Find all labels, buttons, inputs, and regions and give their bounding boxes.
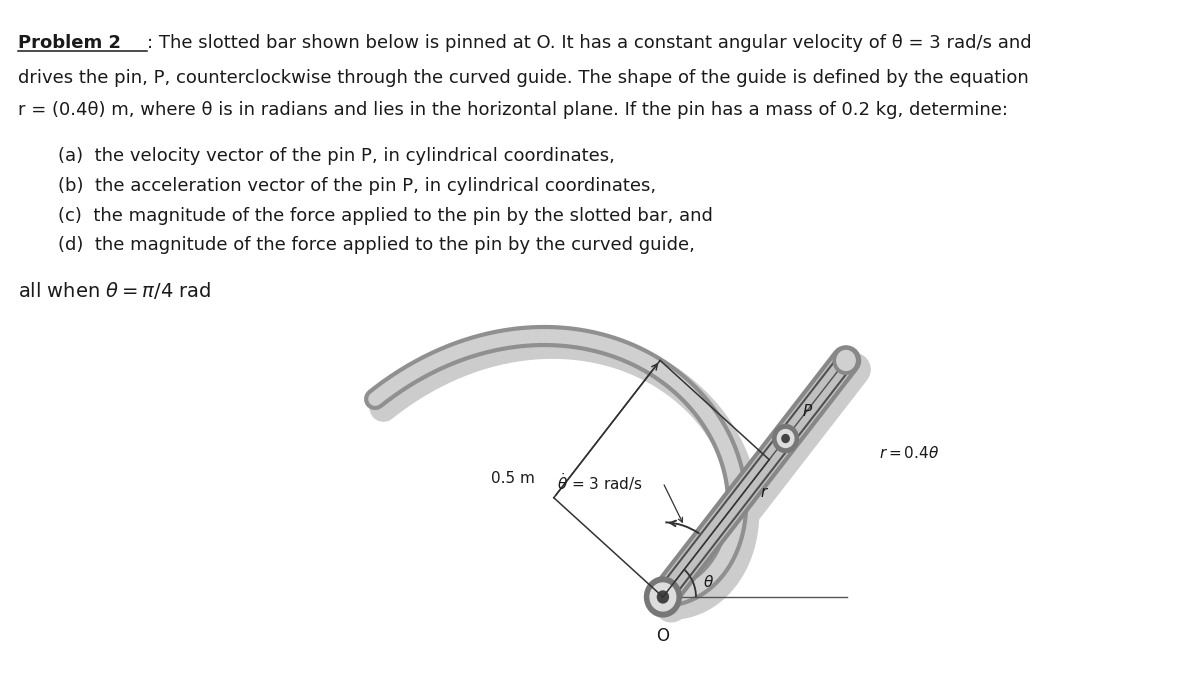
Circle shape (658, 591, 668, 603)
Text: 0.5 m: 0.5 m (491, 471, 534, 486)
Text: $r$: $r$ (760, 485, 769, 500)
Text: O: O (656, 627, 670, 645)
Circle shape (833, 347, 859, 374)
Text: (b)  the acceleration vector of the pin P, in cylindrical coordinates,: (b) the acceleration vector of the pin P… (59, 177, 656, 195)
Circle shape (773, 424, 798, 453)
Text: r = (0.4θ) m, where θ is in radians and lies in the horizontal plane. If the pin: r = (0.4θ) m, where θ is in radians and … (18, 101, 1008, 119)
Text: : The slotted bar shown below is pinned at O. It has a constant angular velocity: : The slotted bar shown below is pinned … (146, 34, 1031, 52)
Circle shape (836, 350, 856, 370)
Circle shape (644, 577, 682, 617)
Text: (a)  the velocity vector of the pin P, in cylindrical coordinates,: (a) the velocity vector of the pin P, in… (59, 147, 616, 165)
Text: all when $\theta = \pi/4$ rad: all when $\theta = \pi/4$ rad (18, 280, 211, 301)
Circle shape (782, 435, 790, 442)
Text: (d)  the magnitude of the force applied to the pin by the curved guide,: (d) the magnitude of the force applied t… (59, 237, 695, 255)
Text: Problem 2: Problem 2 (18, 34, 121, 52)
Circle shape (778, 429, 794, 447)
Text: drives the pin, P, counterclockwise through the curved guide. The shape of the g: drives the pin, P, counterclockwise thro… (18, 69, 1028, 87)
Text: $P$: $P$ (802, 402, 814, 418)
Text: $r = 0.4\theta$: $r = 0.4\theta$ (878, 444, 940, 460)
Circle shape (650, 583, 676, 611)
Text: $\theta$: $\theta$ (703, 574, 714, 590)
Text: $\dot{\theta}$ = 3 rad/s: $\dot{\theta}$ = 3 rad/s (557, 471, 643, 493)
Text: (c)  the magnitude of the force applied to the pin by the slotted bar, and: (c) the magnitude of the force applied t… (59, 206, 713, 224)
